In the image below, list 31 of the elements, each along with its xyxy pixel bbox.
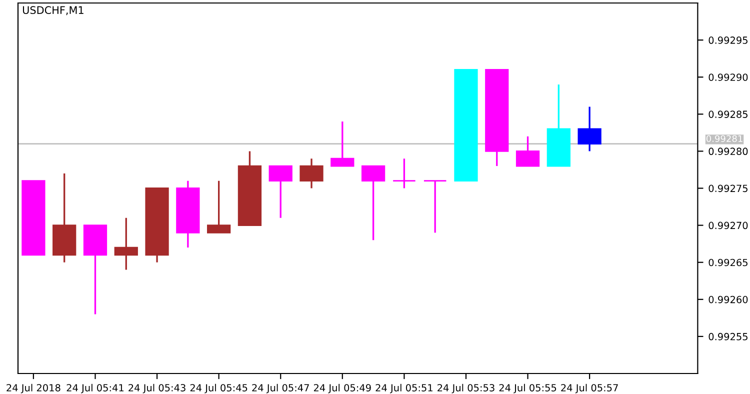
chart-title: USDCHF,M1 bbox=[22, 6, 84, 16]
candlestick bbox=[207, 180, 231, 234]
y-tick-label: 0.99255 bbox=[708, 332, 748, 340]
y-tick-label: 0.99285 bbox=[708, 110, 748, 118]
candlestick bbox=[330, 120, 354, 167]
x-tick-label: 24 Jul 05:43 bbox=[128, 384, 186, 394]
x-tick-label: 24 Jul 05:51 bbox=[376, 384, 432, 394]
y-tick-label: 0.99280 bbox=[708, 148, 748, 156]
y-tick-label: 0.99290 bbox=[708, 74, 748, 81]
y-tick-label: 0.99260 bbox=[708, 296, 748, 304]
x-tick-label: 24 Jul 05:57 bbox=[561, 384, 618, 394]
x-tick-label: 24 Jul 2018 bbox=[6, 384, 60, 394]
y-tick-label: 0.99275 bbox=[708, 184, 748, 192]
candlestick bbox=[114, 217, 138, 271]
x-tick-label: 24 Jul 05:55 bbox=[499, 384, 556, 394]
ref-line-label: 0.99281 bbox=[706, 135, 742, 142]
x-tick-label: 24 Jul 05:41 bbox=[66, 384, 124, 394]
candlestick bbox=[578, 106, 602, 152]
x-tick-label: 24 Jul 05:45 bbox=[190, 384, 248, 394]
x-tick-label: 24 Jul 05:49 bbox=[314, 384, 371, 394]
candlestick bbox=[516, 136, 540, 167]
y-tick-label: 0.99295 bbox=[708, 36, 748, 44]
candlestick bbox=[361, 165, 386, 241]
candlestick bbox=[268, 165, 292, 219]
y-tick-label: 0.99265 bbox=[708, 258, 748, 266]
x-tick-label: 24 Jul 05:47 bbox=[252, 384, 309, 394]
candlestick bbox=[423, 180, 447, 234]
candlestick bbox=[300, 158, 324, 190]
candlestick bbox=[392, 158, 416, 190]
y-tick-label: 0.99270 bbox=[708, 222, 748, 230]
x-tick-label: 24 Jul 05:53 bbox=[438, 384, 494, 394]
